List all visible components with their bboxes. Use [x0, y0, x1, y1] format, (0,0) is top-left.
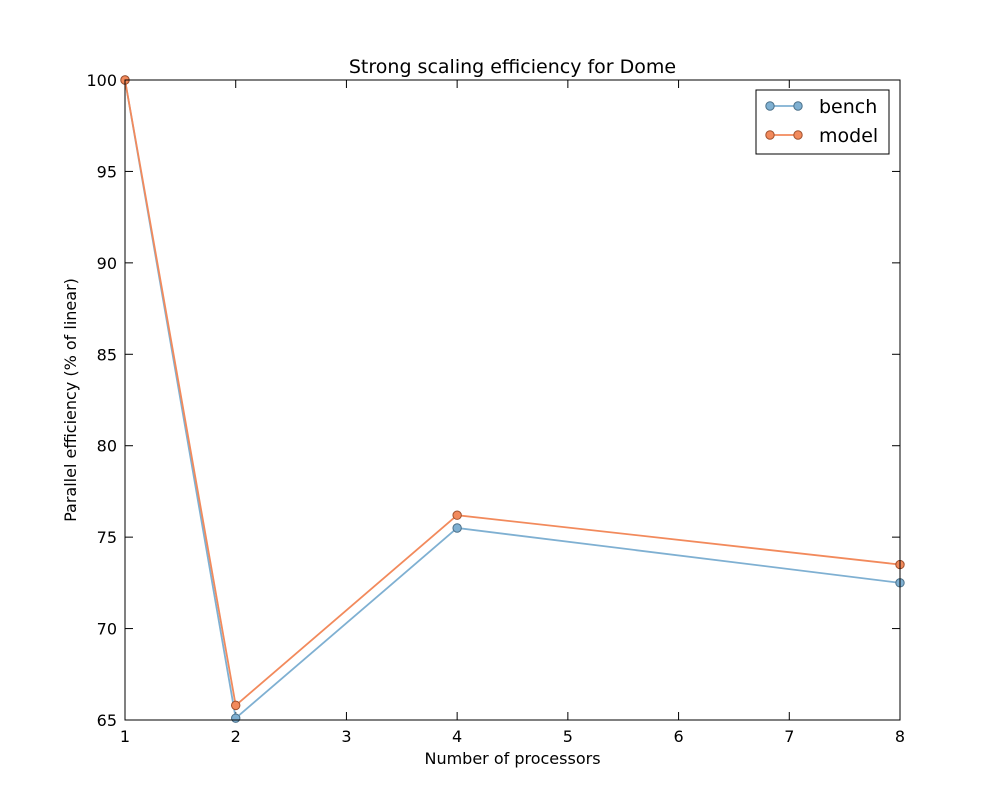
legend: bench model — [755, 89, 890, 155]
y-tick-label: 90 — [97, 254, 117, 273]
plot-area — [125, 80, 900, 720]
series-layer — [120, 75, 905, 723]
x-tick-label: 5 — [563, 727, 573, 746]
x-tick-label: 6 — [673, 727, 683, 746]
x-tick-label: 7 — [784, 727, 794, 746]
legend-entry-bench: bench — [765, 96, 877, 118]
x-axis: 1 2 3 4 5 6 7 8 — [120, 80, 905, 746]
x-tick-label: 3 — [341, 727, 351, 746]
legend-marker — [765, 130, 775, 140]
legend-marker — [765, 101, 775, 111]
legend-marker — [793, 130, 803, 140]
legend-label: bench — [819, 96, 877, 118]
x-tick-label: 1 — [120, 727, 130, 746]
model-point — [452, 510, 462, 520]
y-axis-label: Parallel efficiency (% of linear) — [61, 278, 80, 522]
legend-label: model — [819, 125, 878, 147]
bench-point — [231, 713, 241, 723]
chart-title: Strong scaling efficiency for Dome — [349, 56, 676, 78]
y-tick-label: 70 — [97, 620, 117, 639]
legend-marker — [793, 101, 803, 111]
x-tick-label: 8 — [895, 727, 905, 746]
y-tick-label: 85 — [97, 345, 117, 364]
y-tick-label: 95 — [97, 162, 117, 181]
y-tick-label: 100 — [86, 71, 117, 90]
x-axis-label: Number of processors — [424, 749, 600, 768]
y-tick-label: 80 — [97, 437, 117, 456]
model-line — [124, 79, 901, 708]
x-tick-label: 2 — [231, 727, 241, 746]
y-tick-label: 65 — [97, 711, 117, 730]
y-tick-label: 75 — [97, 528, 117, 547]
plot-frame — [124, 79, 901, 721]
legend-entry-model: model — [765, 125, 878, 147]
x-tick-label: 4 — [452, 727, 462, 746]
y-axis: 65 70 75 80 85 90 95 100 — [86, 71, 900, 730]
bench-point — [452, 523, 462, 533]
bench-line — [124, 79, 901, 720]
model-point — [231, 700, 241, 711]
legend-box — [755, 89, 890, 155]
